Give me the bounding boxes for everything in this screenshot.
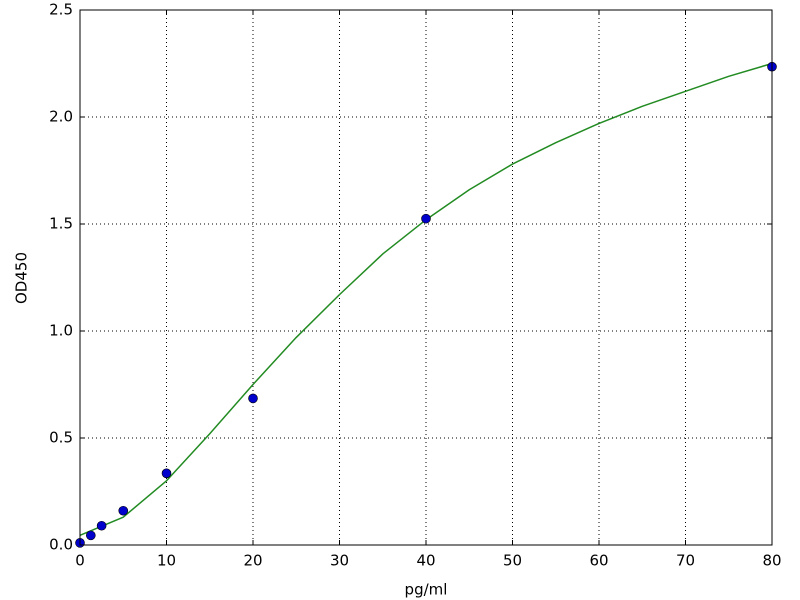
x-tick-label: 20 xyxy=(243,552,262,570)
data-point xyxy=(96,520,107,531)
x-tick-label: 0 xyxy=(75,552,85,570)
data-point xyxy=(86,530,96,541)
x-tick-label: 40 xyxy=(416,552,435,570)
y-tick-label: 2.0 xyxy=(49,108,73,126)
x-tick-label: 70 xyxy=(676,552,695,570)
x-tick-label: 10 xyxy=(157,552,176,570)
x-tick-label: 50 xyxy=(503,552,522,570)
x-axis-label: pg/ml xyxy=(405,581,448,599)
y-tick-label: 0.5 xyxy=(49,429,73,447)
x-tick-label: 60 xyxy=(589,552,608,570)
x-tick-label: 30 xyxy=(330,552,349,570)
data-point xyxy=(161,468,172,479)
data-point xyxy=(421,213,431,224)
y-axis-label: OD450 xyxy=(13,252,31,304)
y-tick-label: 0.0 xyxy=(49,536,73,554)
data-point xyxy=(248,393,258,404)
plot-area xyxy=(80,10,772,545)
y-tick-label: 1.0 xyxy=(49,322,73,340)
x-tick-label: 80 xyxy=(762,552,781,570)
y-tick-label: 2.5 xyxy=(49,1,73,19)
y-tick-label: 1.5 xyxy=(49,215,73,233)
data-point xyxy=(118,505,129,516)
